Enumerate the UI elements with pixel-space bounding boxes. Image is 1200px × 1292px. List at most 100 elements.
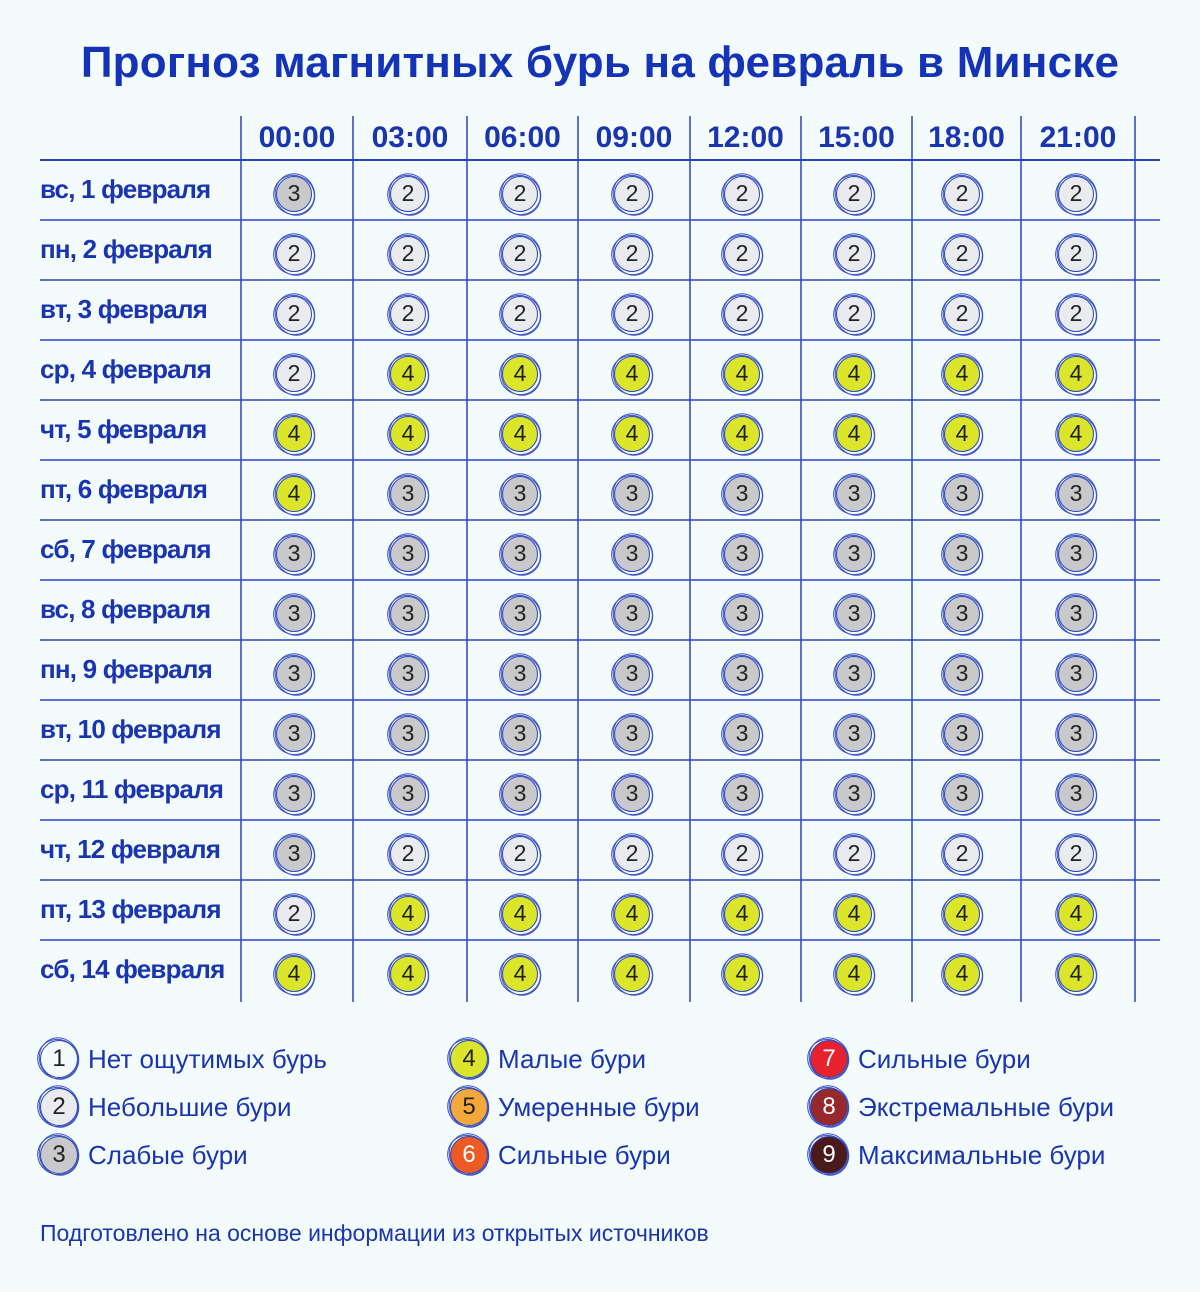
storm-level-badge: 4: [502, 356, 538, 392]
column-header: 12:00: [707, 121, 784, 154]
storm-level-badge: 3: [502, 776, 538, 812]
storm-level-badge: 2: [836, 176, 872, 212]
storm-level-badge: 2: [724, 176, 760, 212]
storm-level-badge: 2: [614, 836, 650, 872]
storm-level-badge: 3: [390, 716, 426, 752]
row-day-label: вт, 3 февраля: [40, 294, 208, 324]
storm-level-badge: 4: [836, 356, 872, 392]
storm-level-badge: 3: [276, 716, 312, 752]
row-day-label: ср, 4 февраля: [40, 354, 212, 384]
storm-level-badge: 3: [724, 476, 760, 512]
storm-level-badge: 4: [724, 896, 760, 932]
storm-level-badge: 2: [614, 176, 650, 212]
legend-label: Сильные бури: [858, 1044, 1031, 1074]
legend-label: Экстремальные бури: [858, 1092, 1114, 1122]
footer-note: Подготовлено на основе информации из отк…: [40, 1220, 709, 1246]
storm-level-badge: 3: [614, 476, 650, 512]
storm-level-badge: 3: [944, 476, 980, 512]
storm-level-badge: 3: [614, 716, 650, 752]
storm-level-badge: 3: [276, 176, 312, 212]
storm-level-badge: 2: [390, 836, 426, 872]
legend-badge: 5: [450, 1088, 488, 1126]
storm-level-badge: 4: [502, 416, 538, 452]
legend-label: Нет ощутимых бурь: [88, 1044, 327, 1074]
storm-level-badge: 4: [944, 896, 980, 932]
storm-level-badge: 3: [836, 776, 872, 812]
row-day-label: ср, 11 февраля: [40, 774, 224, 804]
storm-level-badge: 2: [276, 896, 312, 932]
legend-badge: 8: [810, 1088, 848, 1126]
storm-level-badge: 3: [944, 536, 980, 572]
storm-level-badge: 2: [836, 236, 872, 272]
storm-level-badge: 2: [614, 236, 650, 272]
column-header: 21:00: [1039, 121, 1117, 154]
storm-level-badge: 2: [1058, 236, 1094, 272]
storm-level-badge: 2: [1058, 176, 1094, 212]
column-header: 00:00: [258, 121, 336, 154]
row-day-label: пн, 2 февраля: [40, 234, 213, 264]
storm-level-badge: 2: [276, 236, 312, 272]
storm-level-badge: 2: [836, 836, 872, 872]
legend-label: Малые бури: [498, 1044, 646, 1074]
storm-level-badge: 4: [1058, 896, 1094, 932]
column-header: 18:00: [928, 121, 1005, 154]
column-header: 06:00: [484, 121, 561, 154]
storm-level-badge: 3: [1058, 656, 1094, 692]
storm-level-badge: 4: [1058, 356, 1094, 392]
storm-level-badge: 4: [390, 416, 426, 452]
legend-label: Умеренные бури: [498, 1092, 700, 1122]
storm-level-badge: 2: [724, 836, 760, 872]
storm-level-badge: 2: [944, 176, 980, 212]
storm-level-badge: 3: [276, 776, 312, 812]
storm-level-badge: 2: [276, 296, 312, 332]
storm-level-badge: 3: [724, 596, 760, 632]
storm-level-badge: 3: [614, 776, 650, 812]
storm-level-badge: 3: [390, 476, 426, 512]
storm-level-badge: 2: [944, 836, 980, 872]
storm-level-badge: 2: [390, 236, 426, 272]
storm-level-badge: 3: [1058, 476, 1094, 512]
storm-level-badge: 4: [944, 356, 980, 392]
storm-level-badge: 4: [1058, 956, 1094, 992]
storm-level-badge: 3: [390, 656, 426, 692]
storm-level-badge: 3: [502, 716, 538, 752]
storm-level-badge: 3: [276, 836, 312, 872]
storm-level-badge: 4: [614, 896, 650, 932]
storm-level-badge: 3: [836, 596, 872, 632]
storm-level-badge: 2: [390, 176, 426, 212]
storm-level-badge: 3: [1058, 536, 1094, 572]
storm-level-badge: 4: [390, 896, 426, 932]
storm-level-badge: 3: [276, 536, 312, 572]
storm-level-badge: 4: [614, 416, 650, 452]
storm-level-badge: 3: [614, 596, 650, 632]
storm-level-badge: 4: [836, 956, 872, 992]
storm-level-badge: 3: [502, 536, 538, 572]
storm-level-badge: 4: [944, 956, 980, 992]
storm-level-badge: 3: [390, 536, 426, 572]
storm-level-badge: 4: [836, 416, 872, 452]
legend-badge: 7: [810, 1040, 848, 1078]
storm-level-badge: 3: [944, 776, 980, 812]
storm-level-badge: 4: [836, 896, 872, 932]
legend-badge: 1: [40, 1040, 78, 1078]
storm-level-badge: 2: [724, 296, 760, 332]
row-day-label: пн, 9 февраля: [40, 654, 213, 684]
storm-level-badge: 2: [944, 236, 980, 272]
storm-level-badge: 4: [390, 356, 426, 392]
storm-level-badge: 4: [1058, 416, 1094, 452]
storm-level-badge: 4: [502, 956, 538, 992]
storm-level-badge: 3: [614, 536, 650, 572]
row-day-label: пт, 6 февраля: [40, 474, 208, 504]
row-day-label: чт, 12 февраля: [40, 834, 221, 864]
storm-level-badge: 4: [614, 956, 650, 992]
chart-title: Прогноз магнитных бурь на февраль в Минс…: [80, 38, 1120, 87]
storm-level-badge: 4: [724, 956, 760, 992]
column-header: 09:00: [595, 121, 673, 154]
storm-level-badge: 4: [944, 416, 980, 452]
legend-badge: 2: [40, 1088, 78, 1126]
storm-level-badge: 3: [836, 476, 872, 512]
storm-level-badge: 2: [614, 296, 650, 332]
storm-level-badge: 3: [944, 656, 980, 692]
legend-label: Сильные бури: [498, 1140, 671, 1170]
